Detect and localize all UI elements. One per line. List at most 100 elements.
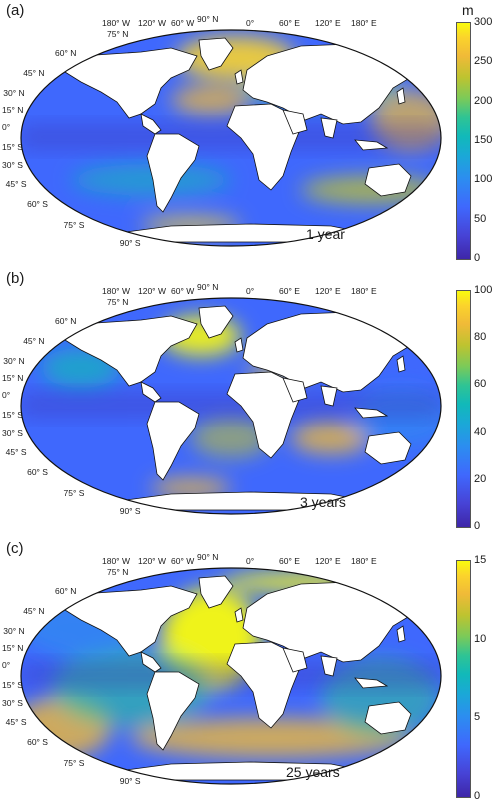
longitude-label: 180° W xyxy=(102,286,130,296)
colorbar-tick-label: 10 xyxy=(474,632,487,645)
longitude-label: 60° W xyxy=(171,286,195,296)
latitude-label: 90° N xyxy=(197,552,219,562)
map-border xyxy=(20,297,442,515)
map-border xyxy=(20,29,442,247)
colorbar-tick-label: 60 xyxy=(474,378,487,391)
latitude-label: 60° N xyxy=(55,586,77,596)
colorbar xyxy=(456,290,471,528)
longitude-label: 120° E xyxy=(315,286,341,296)
latitude-label: 90° S xyxy=(119,238,141,248)
longitude-label: 60° E xyxy=(279,18,300,28)
land-greenland xyxy=(198,37,234,71)
land-greenland xyxy=(198,575,234,609)
longitude-label: 60° W xyxy=(171,18,195,28)
land-australia xyxy=(364,701,412,735)
land-japan xyxy=(396,625,406,643)
panel-label: (c) xyxy=(6,540,24,557)
land-indonesia xyxy=(354,407,389,419)
latitude-label: 60° S xyxy=(27,467,48,477)
latitude-label: 30° S xyxy=(2,428,23,438)
latitude-label: 0° xyxy=(2,390,11,400)
latitude-label: 15° S xyxy=(2,680,23,690)
colorbar-tick-label: 100 xyxy=(474,173,493,186)
land-eurasia xyxy=(242,581,422,663)
latitude-label: 0° xyxy=(2,660,11,670)
longitude-label: 60° E xyxy=(279,556,300,566)
land-indonesia xyxy=(354,139,389,151)
land-uk xyxy=(234,337,244,353)
longitude-label: 180° E xyxy=(351,556,377,566)
latitude-label: 0° xyxy=(2,122,11,132)
land-indonesia xyxy=(354,677,389,689)
latitude-label: 75° S xyxy=(63,758,85,768)
panel-b: (b) 180° W 120° W 60° W 0° 60° E 120° E 180° E 9… xyxy=(0,268,500,536)
longitude-label: 60° W xyxy=(171,556,195,566)
longitude-label: 120° W xyxy=(138,18,166,28)
land-australia xyxy=(364,431,412,465)
colorbar-tick-label: 250 xyxy=(474,55,493,68)
colorbar-tick-label: 0 xyxy=(474,252,481,264)
land-uk xyxy=(234,607,244,623)
longitude-label: 120° E xyxy=(315,556,341,566)
map-border xyxy=(20,567,442,785)
latitude-label: 15° N xyxy=(2,105,24,115)
latitude-label: 30° S xyxy=(2,698,23,708)
land-central-america xyxy=(140,651,162,673)
longitude-label: 0° xyxy=(246,286,255,296)
longitude-label: 120° E xyxy=(315,18,341,28)
latitude-label: 75° S xyxy=(63,488,85,498)
duration-label: 1 year xyxy=(306,226,345,242)
colorbar-tick-label: 50 xyxy=(474,212,487,225)
latitude-label: 45° S xyxy=(5,447,27,457)
latitude-label: 60° N xyxy=(55,48,77,58)
land-greenland xyxy=(198,305,234,339)
colorbar xyxy=(456,560,471,798)
latitude-label: 75° N xyxy=(107,297,129,307)
latitude-label: 15° N xyxy=(2,373,24,383)
panel-label: (b) xyxy=(6,270,25,287)
longitude-label: 0° xyxy=(246,18,255,28)
longitude-label: 180° E xyxy=(351,286,377,296)
colorbar-tick-label: 300 xyxy=(474,16,493,28)
latitude-label: 30° S xyxy=(2,160,23,170)
land-india xyxy=(320,117,338,139)
colorbar-tick-label: 5 xyxy=(474,711,481,724)
longitude-label: 60° E xyxy=(279,286,300,296)
colorbar-tick-label: 20 xyxy=(474,472,487,485)
colorbar-tick-label: 200 xyxy=(474,94,493,107)
colorbar-tick-label: 0 xyxy=(474,790,481,802)
land-south-america xyxy=(146,401,200,481)
land-arabia xyxy=(282,377,308,403)
latitude-label: 15° S xyxy=(2,142,23,152)
latitude-label: 75° S xyxy=(63,220,85,230)
colorbar-tick-label: 0 xyxy=(474,520,481,532)
longitude-label: 180° E xyxy=(351,18,377,28)
land-eurasia xyxy=(242,43,422,125)
latitude-label: 30° N xyxy=(3,626,25,636)
longitude-label: 180° W xyxy=(102,556,130,566)
latitude-label: 90° S xyxy=(119,506,141,516)
panel-c: (c) 180° W 120° W 60° W 0° 60° E 120° E 180° E 9… xyxy=(0,538,500,806)
latitude-label: 45° S xyxy=(5,717,27,727)
unit-label: m xyxy=(462,2,474,18)
map xyxy=(20,297,442,515)
latitude-label: 30° N xyxy=(3,88,25,98)
land-uk xyxy=(234,69,244,85)
colorbar-tick-label: 40 xyxy=(474,425,487,438)
latitude-label: 90° N xyxy=(197,14,219,24)
land-arabia xyxy=(282,109,308,135)
latitude-label: 90° S xyxy=(119,776,141,786)
colorbar-tick-label: 100 xyxy=(474,284,493,296)
latitude-label: 15° N xyxy=(2,643,24,653)
land-eurasia xyxy=(242,311,422,393)
longitude-label: 180° W xyxy=(102,18,130,28)
duration-label: 25 years xyxy=(286,764,340,780)
longitude-label: 0° xyxy=(246,556,255,566)
latitude-label: 60° S xyxy=(27,737,48,747)
land-south-america xyxy=(146,671,200,751)
land-australia xyxy=(364,163,412,197)
latitude-label: 30° N xyxy=(3,356,25,366)
latitude-label: 45° N xyxy=(23,68,45,78)
latitude-label: 60° N xyxy=(55,316,77,326)
land-japan xyxy=(396,87,406,105)
